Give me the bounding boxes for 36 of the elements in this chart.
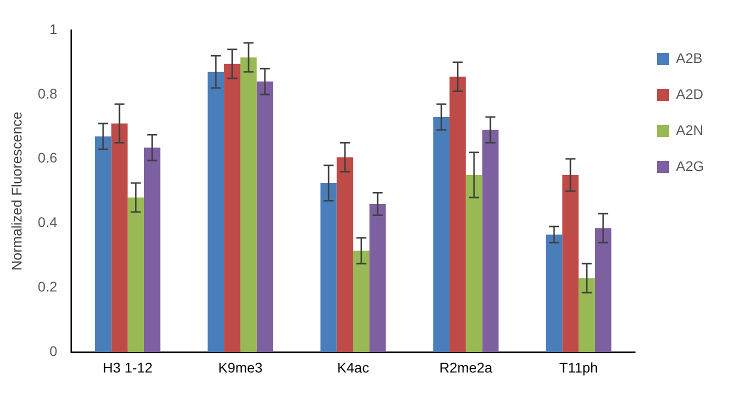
bar [466, 174, 482, 352]
bar [562, 174, 579, 352]
y-tick-label: 0 [49, 343, 58, 360]
y-tick-label: 0.2 [38, 278, 58, 295]
bar [546, 234, 562, 352]
bar [208, 72, 224, 352]
bar [128, 198, 144, 352]
bar [224, 64, 240, 352]
bar [578, 278, 595, 352]
y-tick-label: 0.6 [38, 150, 58, 166]
bar [353, 250, 370, 352]
bar [369, 204, 386, 352]
bar [240, 57, 257, 352]
legend-label: A2D [676, 86, 704, 102]
x-tick-label: R2me2a [439, 359, 493, 376]
bar [144, 148, 160, 352]
bar [594, 228, 612, 352]
x-tick-label: K4ac [337, 359, 370, 376]
bar [111, 123, 128, 352]
bar [94, 136, 112, 352]
bar [433, 116, 450, 352]
x-tick-label: T11ph [559, 359, 598, 376]
y-tick-label: 0.8 [38, 85, 58, 102]
legend-label: A2G [676, 158, 704, 174]
x-tick-label: K9me3 [218, 359, 263, 376]
bar [336, 157, 354, 352]
y-tick-label: 1 [49, 20, 58, 37]
legend-label: A2N [676, 122, 704, 138]
bar [320, 183, 337, 352]
y-axis-title: Normalized Fluorescence [8, 112, 24, 270]
x-tick-label: H3 1-12 [102, 359, 153, 376]
legend-label: A2B [676, 50, 702, 66]
bar [450, 76, 466, 352]
bar [482, 130, 499, 352]
y-tick-label: 0.4 [38, 214, 58, 230]
bar [256, 82, 274, 352]
